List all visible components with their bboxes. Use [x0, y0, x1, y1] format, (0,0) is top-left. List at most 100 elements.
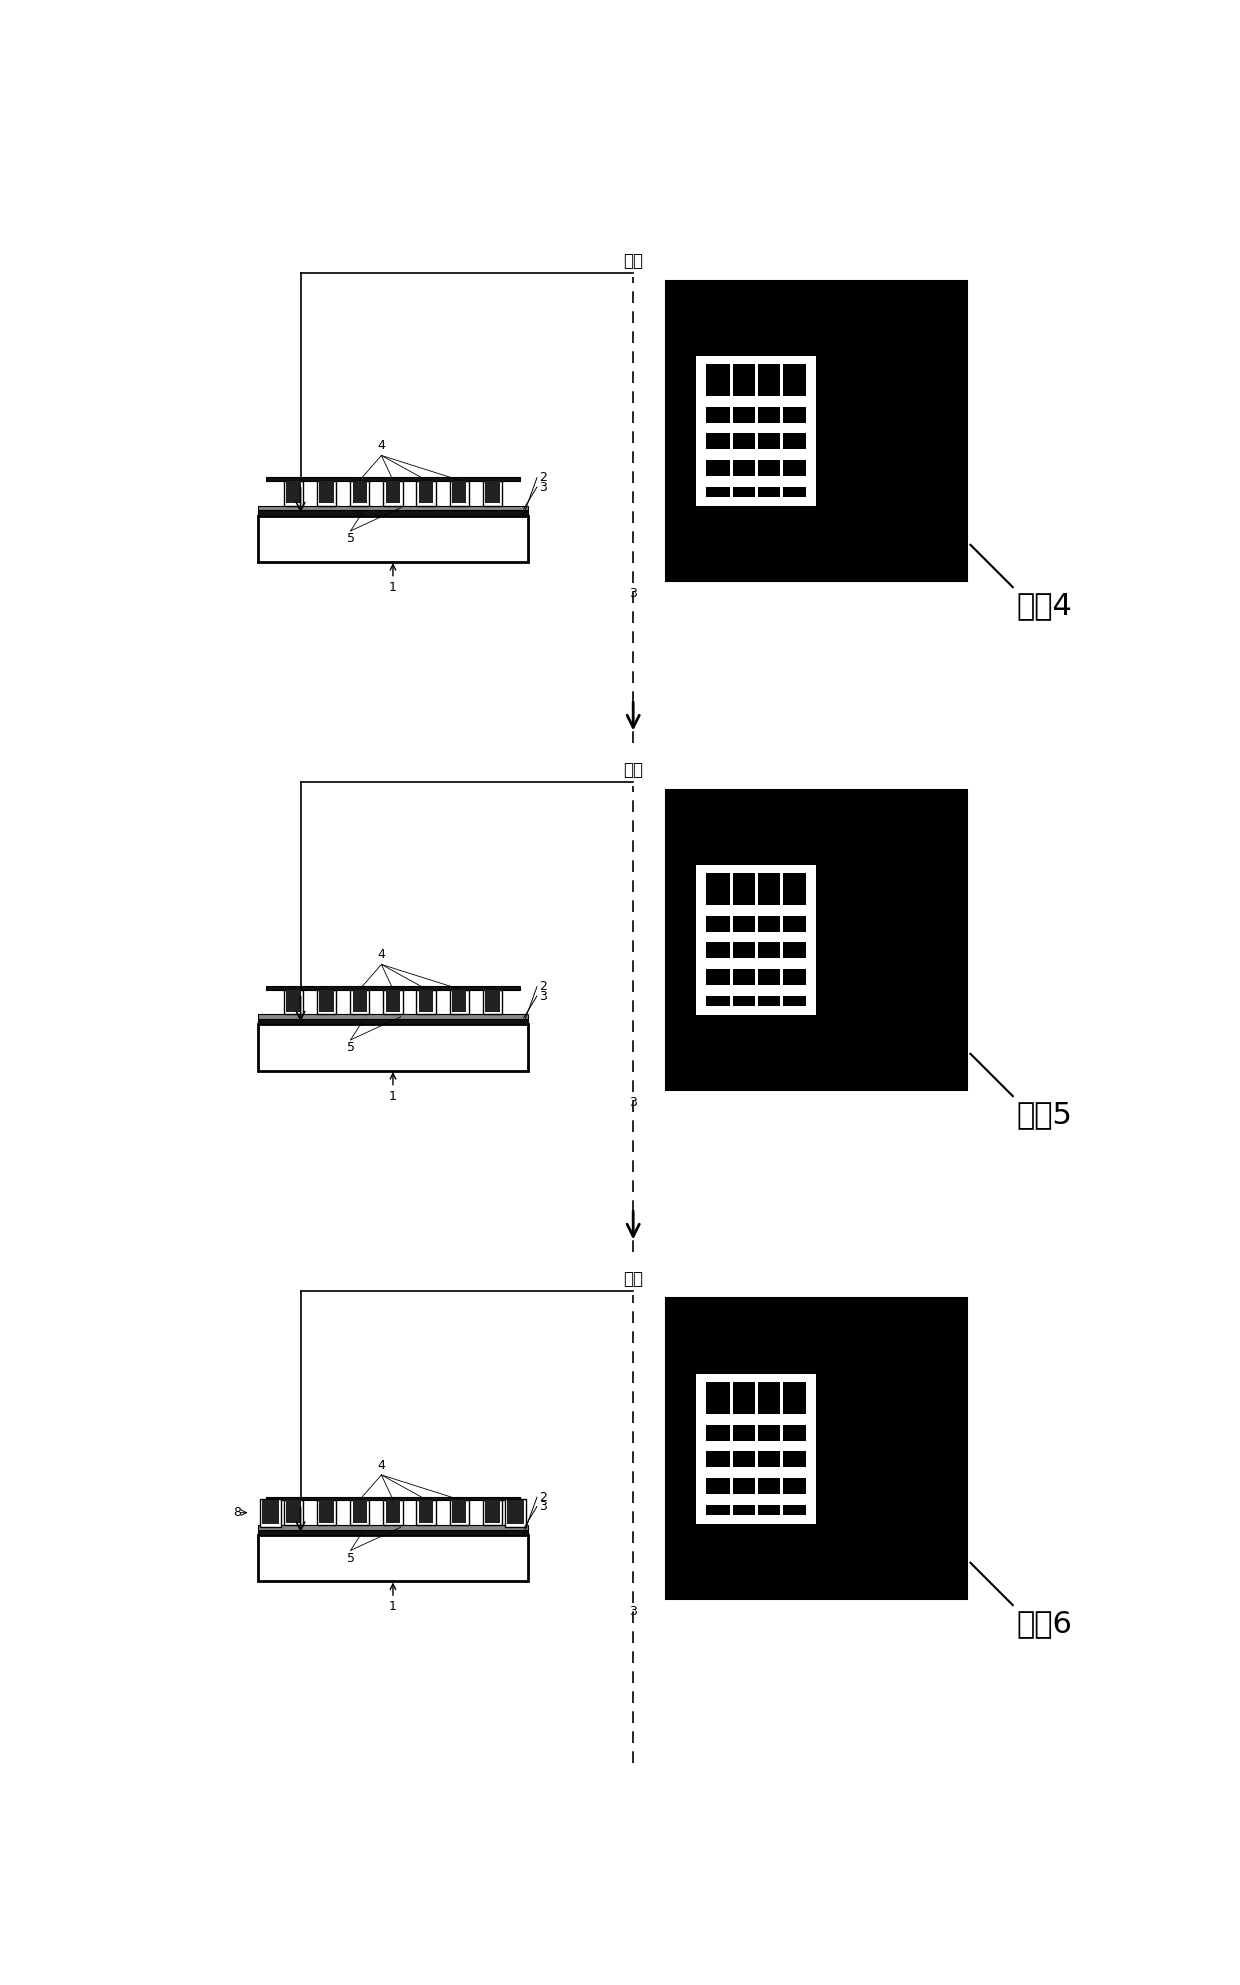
Text: 2: 2: [539, 981, 547, 992]
Text: 2: 2: [539, 470, 547, 484]
Bar: [704, 363, 808, 498]
Bar: [284, 480, 304, 506]
Text: 3: 3: [539, 1501, 547, 1513]
Text: 5: 5: [347, 1042, 355, 1054]
Bar: [707, 1413, 806, 1425]
Bar: [417, 480, 435, 506]
Bar: [350, 1501, 370, 1524]
Bar: [286, 991, 301, 1012]
Text: 5: 5: [347, 532, 355, 546]
Bar: [258, 1530, 528, 1534]
Bar: [697, 1515, 816, 1524]
Text: 3: 3: [629, 1096, 637, 1110]
Bar: [259, 1499, 281, 1526]
Bar: [450, 1501, 469, 1524]
Bar: [780, 873, 784, 1006]
Bar: [505, 1499, 526, 1526]
Bar: [265, 1497, 520, 1501]
Bar: [284, 991, 304, 1014]
Bar: [754, 873, 759, 1006]
Bar: [383, 480, 403, 506]
Bar: [697, 355, 707, 506]
Bar: [317, 1501, 336, 1524]
Bar: [386, 991, 401, 1012]
Bar: [262, 1499, 279, 1524]
Bar: [666, 280, 967, 582]
Bar: [697, 1374, 707, 1524]
Bar: [258, 516, 528, 562]
Text: 1: 1: [389, 1600, 397, 1614]
Bar: [697, 1374, 816, 1524]
Bar: [485, 991, 500, 1012]
Bar: [704, 1382, 808, 1515]
Bar: [258, 1018, 528, 1024]
Text: 切面: 切面: [624, 760, 644, 778]
Text: 1: 1: [389, 1090, 397, 1104]
Bar: [258, 1524, 528, 1530]
Text: 步骤6: 步骤6: [1017, 1610, 1073, 1638]
Bar: [707, 985, 806, 996]
Bar: [317, 991, 336, 1014]
Bar: [485, 480, 500, 504]
Bar: [352, 991, 367, 1012]
Bar: [729, 1382, 733, 1515]
Bar: [451, 991, 466, 1012]
Bar: [485, 1501, 500, 1522]
Bar: [383, 991, 403, 1014]
Text: 4: 4: [377, 439, 386, 453]
Bar: [450, 991, 469, 1014]
Bar: [697, 865, 816, 1014]
Text: 4: 4: [377, 1459, 386, 1471]
Text: 5: 5: [347, 1552, 355, 1564]
Bar: [754, 363, 759, 498]
Bar: [507, 1499, 523, 1524]
Bar: [780, 363, 784, 498]
Bar: [707, 905, 806, 915]
Bar: [451, 1501, 466, 1522]
Text: 切面: 切面: [624, 252, 644, 270]
Bar: [754, 1382, 759, 1515]
Text: 4: 4: [377, 949, 386, 961]
Bar: [317, 480, 336, 506]
Bar: [697, 355, 816, 506]
Bar: [320, 480, 334, 504]
Bar: [417, 1501, 435, 1524]
Bar: [707, 423, 806, 433]
Bar: [386, 1501, 401, 1522]
Text: 步骤5: 步骤5: [1017, 1100, 1073, 1129]
Text: 步骤4: 步骤4: [1017, 592, 1073, 619]
Bar: [482, 991, 502, 1014]
Bar: [707, 1441, 806, 1451]
Bar: [419, 991, 433, 1012]
Bar: [451, 480, 466, 504]
Bar: [350, 991, 370, 1014]
Bar: [417, 991, 435, 1014]
Text: 3: 3: [629, 588, 637, 599]
Bar: [707, 959, 806, 969]
Bar: [697, 1374, 816, 1382]
Bar: [258, 1014, 528, 1018]
Bar: [265, 476, 520, 480]
Bar: [383, 1501, 403, 1524]
Bar: [419, 480, 433, 504]
Text: 3: 3: [539, 989, 547, 1002]
Bar: [806, 1374, 816, 1524]
Bar: [707, 476, 806, 486]
Text: 2: 2: [539, 1491, 547, 1505]
Text: 切面: 切面: [624, 1270, 644, 1288]
Bar: [707, 931, 806, 943]
Bar: [258, 1534, 528, 1582]
Bar: [419, 1501, 433, 1522]
Bar: [482, 1501, 502, 1524]
Bar: [258, 510, 528, 516]
Bar: [697, 865, 707, 1014]
Bar: [450, 480, 469, 506]
Bar: [666, 790, 967, 1090]
Bar: [697, 865, 816, 873]
Bar: [697, 1006, 816, 1014]
Bar: [320, 991, 334, 1012]
Bar: [386, 480, 401, 504]
Bar: [482, 480, 502, 506]
Bar: [697, 355, 816, 363]
Bar: [707, 1467, 806, 1479]
